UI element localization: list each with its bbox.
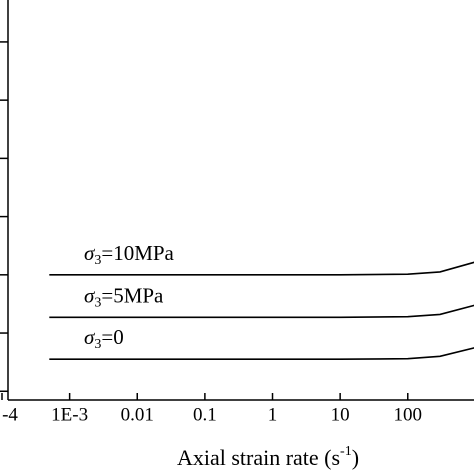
annotation-symbol: σ (84, 283, 96, 307)
x-tick-label: 0.01 (121, 404, 154, 425)
series-line (49, 347, 474, 360)
annotation-symbol: σ (84, 325, 96, 349)
x-tick-label: 10 (331, 404, 350, 425)
annotation: σ3=5MPa (84, 283, 164, 310)
series-line (49, 304, 474, 319)
annotation-subscript: 3 (94, 337, 101, 352)
annotation-symbol: σ (84, 241, 96, 265)
annotation: σ3=0 (84, 325, 124, 352)
x-axis-label: Axial strain rate (s-1) (177, 444, 359, 470)
x-tick-label: 1 (268, 404, 278, 425)
annotation: σ3=10MPa (84, 241, 175, 268)
x-tick-label: 1E-3 (51, 404, 88, 425)
annotation-subscript: 3 (94, 253, 101, 268)
annotation-text: =0 (101, 325, 123, 349)
x-tick-label: 100 (394, 404, 423, 425)
x-tick-label: -4 (2, 404, 18, 425)
annotation-text: =5MPa (101, 283, 164, 307)
x-tick-label: 0.1 (193, 404, 217, 425)
annotation-subscript: 3 (94, 296, 101, 311)
annotation-text: =10MPa (101, 241, 174, 265)
series-line (49, 261, 474, 276)
